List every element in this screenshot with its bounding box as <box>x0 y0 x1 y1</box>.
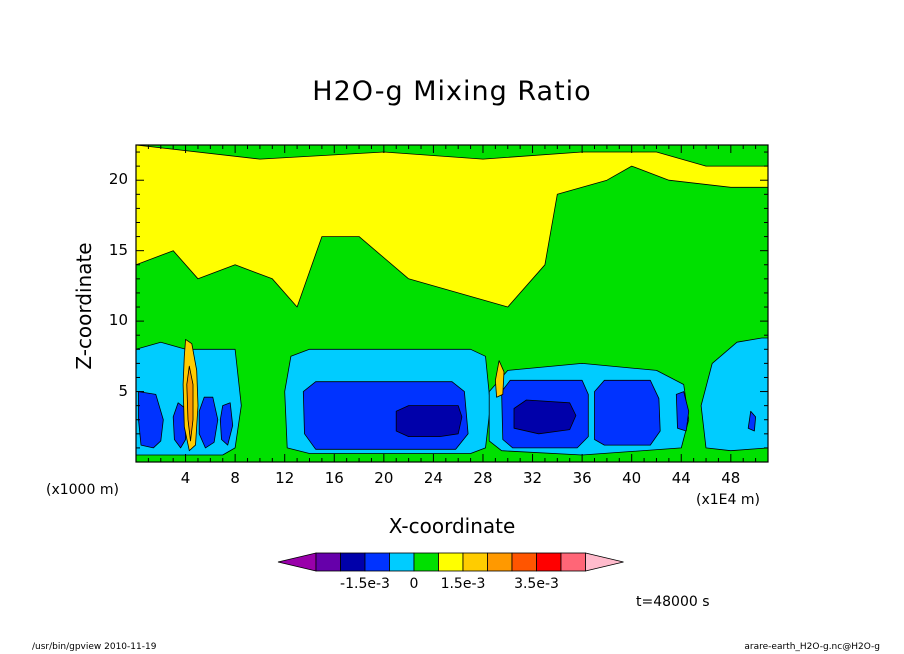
colorbar-bin <box>315 552 341 572</box>
y-tick-label: 5 <box>118 381 128 400</box>
colorbar-bin <box>487 552 513 572</box>
contour-yellow-patch-29 <box>494 360 505 398</box>
colorbar-bin <box>364 552 390 572</box>
contour-upper-yellow <box>136 145 768 308</box>
plot-frame <box>135 144 769 463</box>
contour-left-blue-3 <box>198 396 219 449</box>
colorbar-label: 3.5e-3 <box>514 576 559 592</box>
x-tick-label: 32 <box>523 469 543 487</box>
contour-plume-dark-orange <box>186 365 194 442</box>
x-tick-label: 4 <box>180 469 191 487</box>
footer-file-variable: arare-earth_H2O-g.nc@H2O-g <box>744 642 880 652</box>
colorbar-bin <box>560 552 586 572</box>
x-axis-unit-left: (x1000 m) <box>46 482 119 498</box>
contour-regions <box>136 145 768 456</box>
y-tick-label: 10 <box>108 311 128 330</box>
contour-small-blue-44 <box>675 391 690 432</box>
contour-center-right-darkblue <box>513 399 577 435</box>
y-axis-label: Z-coordinate <box>72 242 96 370</box>
time-label: t=48000 s <box>636 594 710 610</box>
x-tick-label: 24 <box>423 469 443 487</box>
x-tick-label: 8 <box>230 469 240 487</box>
colorbar-label: 0 <box>409 576 419 592</box>
colorbar-extend-high <box>585 552 624 572</box>
contour-center-right-blue-b <box>594 379 661 446</box>
y-tick-label: 20 <box>108 170 128 189</box>
contour-left-blue-1 <box>138 391 164 449</box>
x-tick-label: 44 <box>671 469 691 487</box>
contour-center-left-darkblue <box>395 405 463 438</box>
colorbar-bin <box>389 552 415 572</box>
colorbar-bin <box>340 552 366 572</box>
x-tick-label: 36 <box>572 469 592 487</box>
x-axis-unit-right: (x1E4 m) <box>696 492 760 508</box>
x-axis-label: X-coordinate <box>388 514 516 538</box>
x-tick-label: 28 <box>473 469 493 487</box>
colorbar-bin <box>536 552 562 572</box>
colorbar-bin <box>462 552 488 572</box>
contour-left-blue-4 <box>219 402 234 446</box>
x-tick-label: 48 <box>721 469 741 487</box>
x-tick-label: 40 <box>622 469 642 487</box>
contour-right-blue <box>747 410 756 432</box>
x-tick-label: 12 <box>275 469 295 487</box>
chart-title: H2O-g Mixing Ratio <box>312 76 592 107</box>
colorbar-bin <box>413 552 439 572</box>
colorbar-label: -1.5e-3 <box>340 576 390 592</box>
colorbar-label: 1.5e-3 <box>440 576 486 592</box>
footer-program-date: /usr/bin/gpview 2010-11-19 <box>32 642 157 652</box>
colorbar-bin <box>438 552 464 572</box>
colorbar-extend-low <box>277 552 317 572</box>
y-tick-label: 15 <box>108 240 128 259</box>
x-tick-label: 16 <box>324 469 344 487</box>
x-tick-label: 20 <box>374 469 394 487</box>
colorbar-bin <box>511 552 537 572</box>
